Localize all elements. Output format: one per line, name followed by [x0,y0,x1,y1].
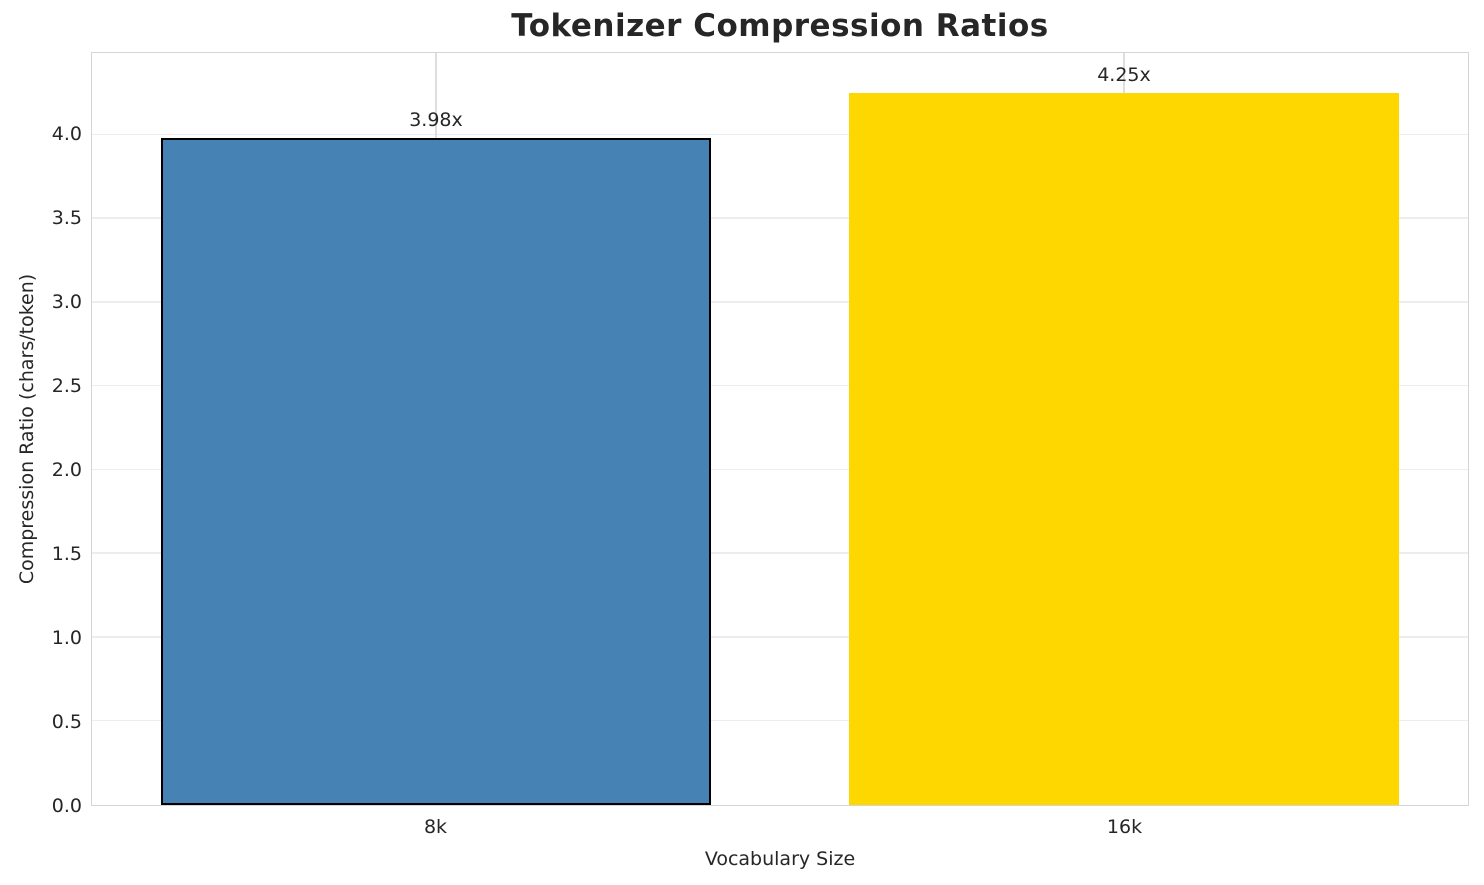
y-axis-label: Compression Ratio (chars/token) [16,273,38,585]
gridline-horizontal [92,719,1468,722]
bar-8k [160,138,712,805]
gridline-horizontal [92,552,1468,554]
gridline-horizontal [92,468,1468,471]
y-tick-label: 3.0 [51,291,82,314]
chart-title: Tokenizer Compression Ratios [511,8,1049,44]
y-tick-label: 2.5 [51,375,82,398]
gridline-horizontal [92,636,1468,638]
gridline-horizontal [92,301,1468,303]
gridline-horizontal [92,133,1468,136]
plot-area: 3.98x 4.25x [91,52,1469,806]
x-tick-label-8k: 8k [423,816,448,838]
y-tick-label: 2.0 [51,459,82,482]
y-tick-label: 1.0 [51,627,82,650]
gridline-horizontal [92,217,1468,219]
x-axis-label: Vocabulary Size [704,848,856,870]
bar-value-label: 3.98x [409,109,463,132]
y-tick-label: 1.5 [51,543,82,566]
y-tick-label: 0.0 [51,795,82,817]
x-tick-label-16k: 16k [1106,816,1143,838]
y-tick-label: 0.5 [51,711,82,734]
gridline-horizontal [92,384,1468,387]
bar-16k [848,93,1400,805]
bar-value-label: 4.25x [1097,64,1151,87]
y-tick-label: 4.0 [51,123,82,146]
y-tick-label: 3.5 [51,207,82,230]
